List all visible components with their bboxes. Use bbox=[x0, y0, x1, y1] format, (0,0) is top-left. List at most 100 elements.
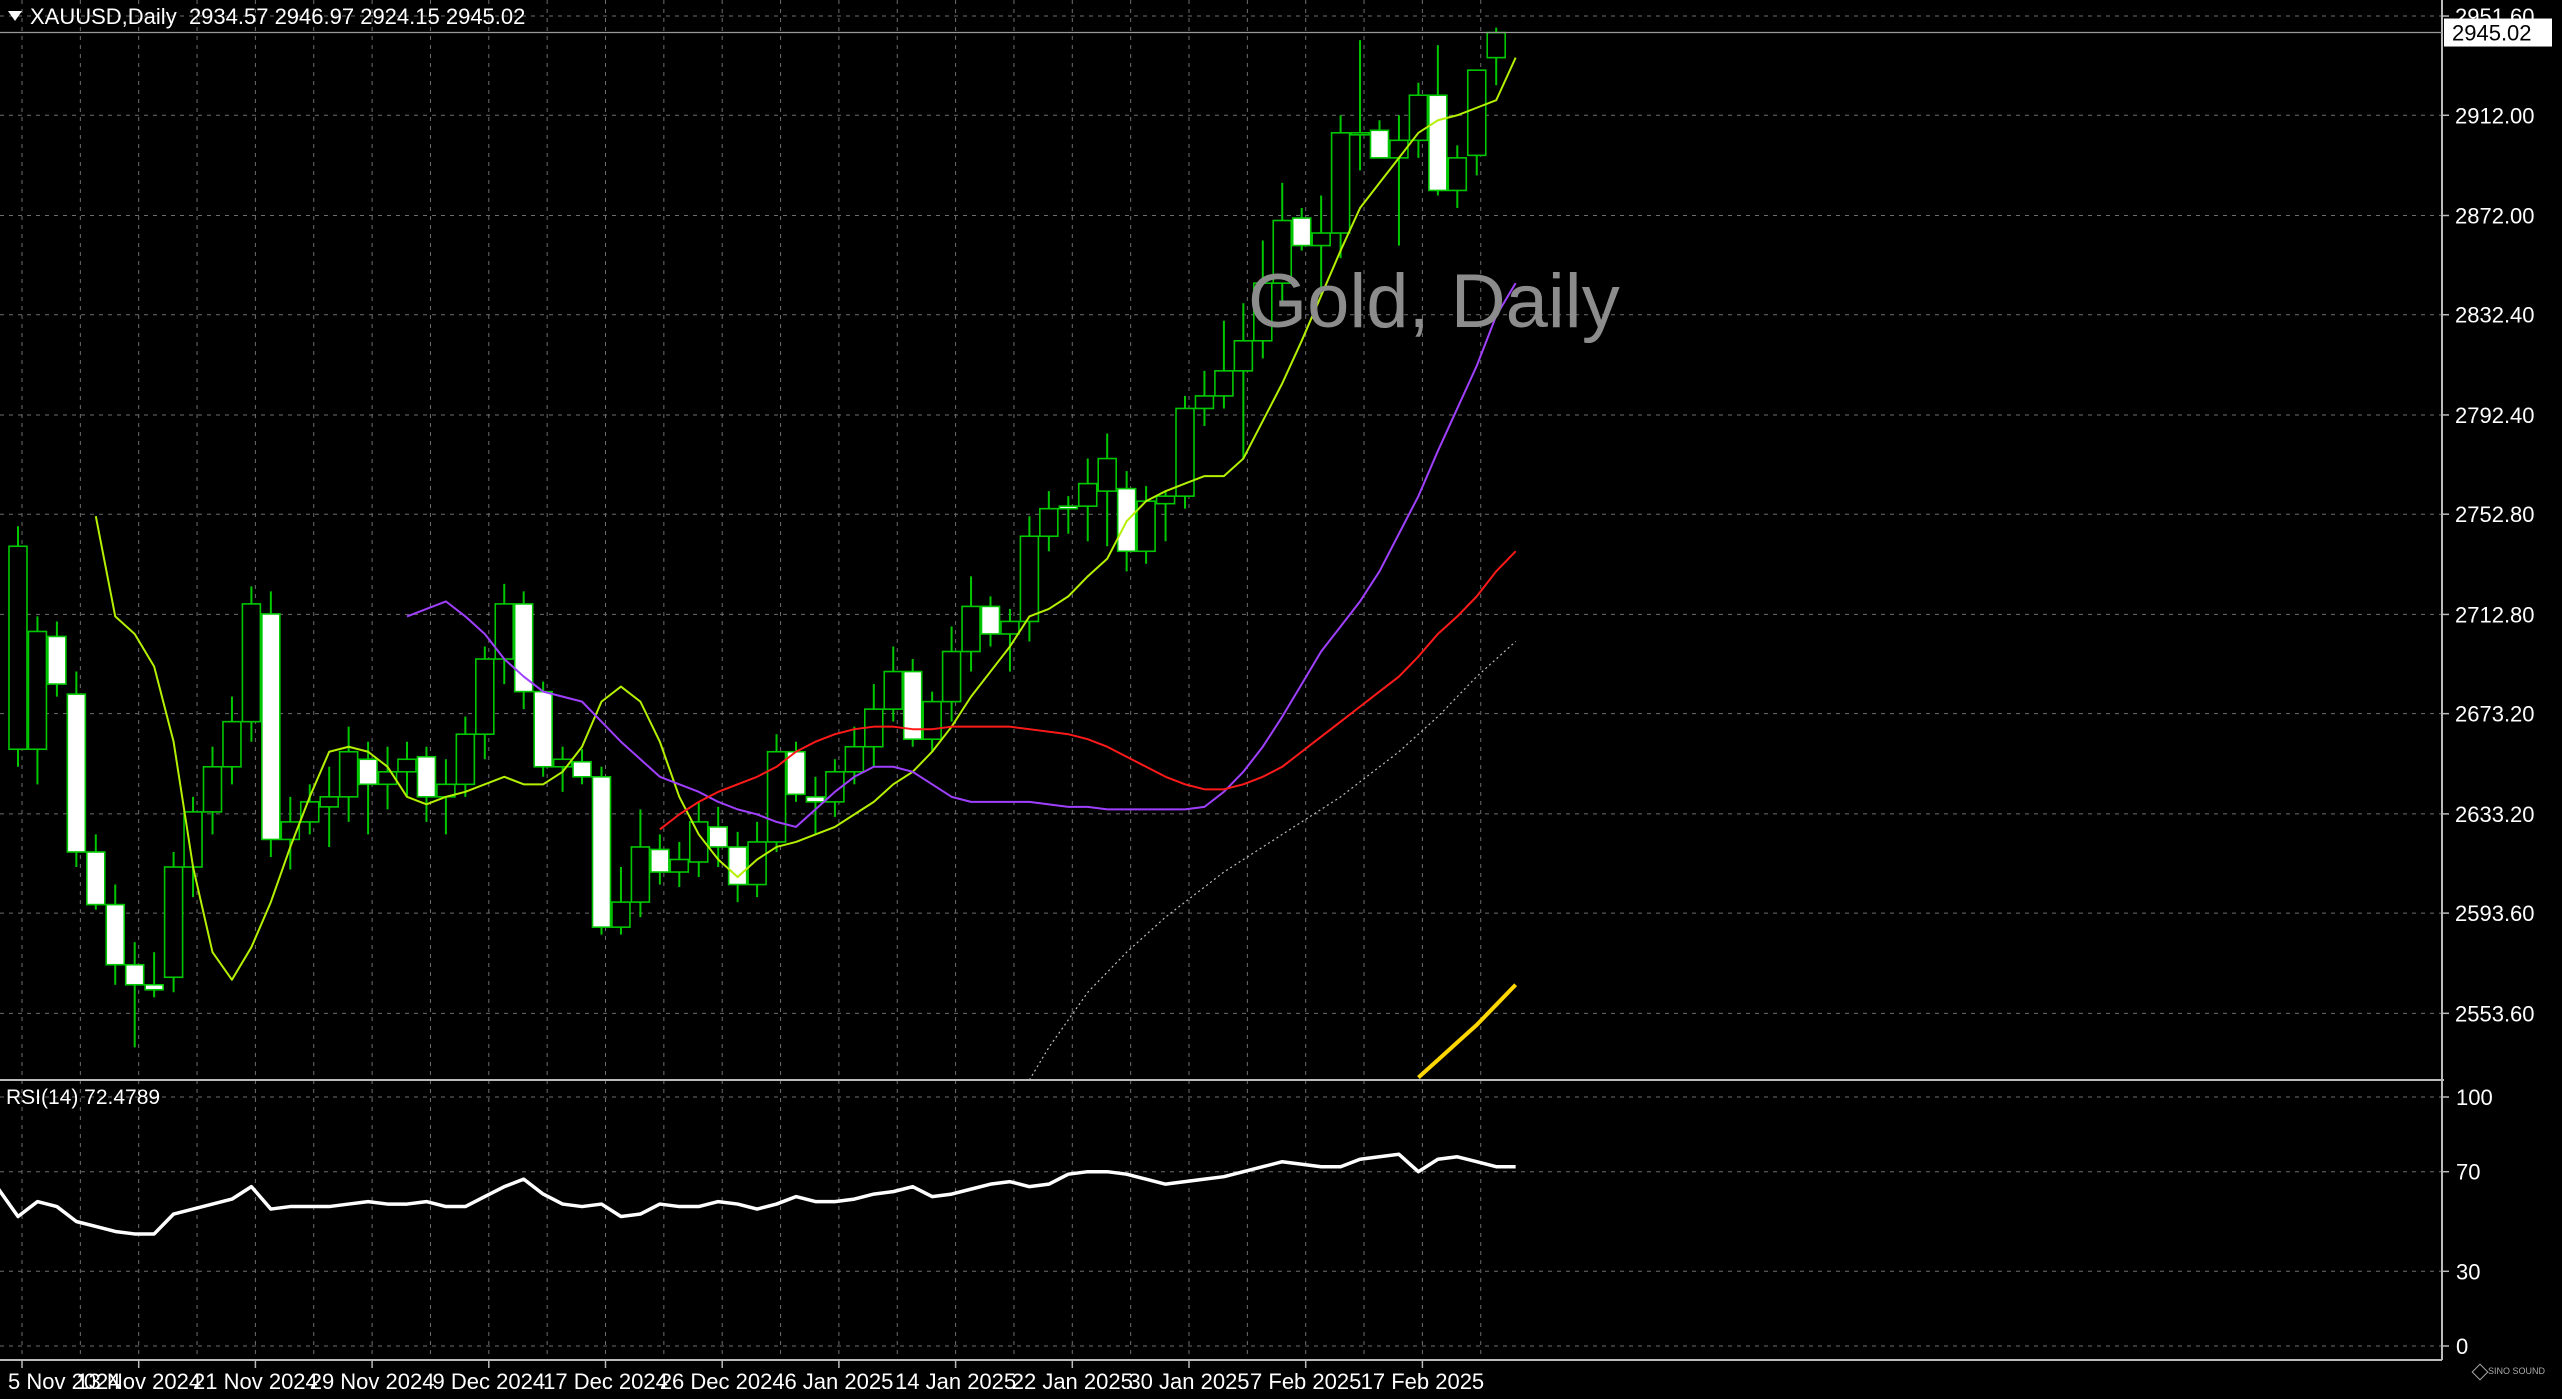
candle-down bbox=[416, 755, 437, 798]
candle-up bbox=[669, 858, 690, 873]
candle-up bbox=[8, 545, 28, 751]
chart-watermark: Gold, Daily bbox=[1248, 259, 1620, 344]
candle-up bbox=[1466, 69, 1487, 157]
time-tick-label: 17 Feb 2025 bbox=[1361, 1369, 1485, 1394]
candle-up bbox=[202, 765, 223, 813]
candle-up bbox=[552, 758, 573, 768]
candle-up bbox=[222, 720, 242, 768]
candle-up bbox=[825, 770, 845, 803]
candle-up bbox=[1330, 132, 1351, 234]
moving-average-ma_dotted bbox=[1028, 641, 1517, 1081]
candle-up bbox=[474, 658, 495, 735]
candle-up bbox=[1214, 370, 1234, 397]
candle-up bbox=[630, 846, 651, 903]
price-tick-label: 2832.40 bbox=[2455, 303, 2535, 328]
candle-up bbox=[1097, 457, 1117, 492]
rsi-line bbox=[0, 1152, 1516, 1236]
candle-up bbox=[397, 758, 417, 773]
time-tick-label: 17 Dec 2024 bbox=[543, 1369, 668, 1394]
last-price-box bbox=[2444, 18, 2552, 47]
price-tick-label: 2912.00 bbox=[2455, 103, 2535, 128]
candle-up bbox=[241, 603, 262, 723]
candle-up bbox=[1447, 157, 1468, 192]
time-tick-label: 26 Dec 2024 bbox=[660, 1369, 785, 1394]
time-tick-label: 13 Nov 2024 bbox=[76, 1369, 201, 1394]
price-tick-label: 2712.80 bbox=[2455, 602, 2535, 627]
candle-down bbox=[47, 635, 67, 685]
price-tick-label: 2633.20 bbox=[2455, 802, 2535, 827]
candle-up bbox=[1272, 219, 1293, 284]
candle-down bbox=[261, 613, 281, 841]
rsi-tick-label: 70 bbox=[2456, 1160, 2480, 1185]
ohlc-readout: 2934.57 2946.97 2924.15 2945.02 bbox=[188, 4, 526, 29]
candle-down bbox=[708, 826, 729, 848]
price-tick-label: 2792.40 bbox=[2455, 403, 2535, 428]
candle-up bbox=[941, 650, 962, 703]
candle-down bbox=[902, 670, 923, 741]
price-tick-label: 2553.60 bbox=[2455, 1001, 2535, 1026]
moving-averages bbox=[94, 57, 1518, 1081]
chart-header[interactable]: XAUUSD,Daily 2934.57 2946.97 2924.15 294… bbox=[8, 4, 525, 30]
moving-average-ma_fast bbox=[94, 57, 1517, 981]
candle-up bbox=[455, 733, 476, 786]
grid bbox=[0, 0, 2442, 1360]
candle-down bbox=[533, 690, 553, 768]
time-tick-label: 5 Nov 2024 bbox=[8, 1369, 121, 1394]
candle-down bbox=[572, 760, 592, 778]
candle-down bbox=[1369, 129, 1390, 159]
candle-down bbox=[805, 796, 826, 803]
time-tick-label: 30 Jan 2025 bbox=[1128, 1369, 1249, 1394]
candle-up bbox=[1350, 132, 1370, 136]
moving-average-ma_mid bbox=[406, 282, 1517, 828]
time-tick-label: 14 Jan 2025 bbox=[895, 1369, 1016, 1394]
candle-down bbox=[86, 851, 106, 906]
candle-up bbox=[1486, 31, 1506, 59]
moving-average-ma_slow bbox=[659, 550, 1517, 831]
candle-up bbox=[1194, 395, 1215, 410]
price-tick-label: 2673.20 bbox=[2455, 702, 2535, 727]
candle-down bbox=[650, 848, 670, 873]
candle-down bbox=[66, 693, 87, 853]
candle-down bbox=[144, 983, 164, 991]
candle-up bbox=[1311, 232, 1331, 247]
candle-up bbox=[766, 750, 787, 843]
candle-up bbox=[1077, 482, 1098, 507]
candle-up bbox=[338, 750, 359, 798]
candle-up bbox=[1233, 339, 1254, 372]
candle-up bbox=[611, 901, 631, 928]
logo-text: SINO SOUND bbox=[2488, 1366, 2546, 1376]
candle-up bbox=[883, 670, 904, 710]
price-tick-label: 2872.00 bbox=[2455, 203, 2535, 228]
time-tick-label: 7 Feb 2025 bbox=[1250, 1369, 1361, 1394]
candle-up bbox=[747, 841, 767, 886]
time-tick-label: 21 Nov 2024 bbox=[193, 1369, 318, 1394]
candle-down bbox=[513, 603, 534, 693]
candle-down bbox=[1428, 94, 1448, 192]
rsi-tick-label: 0 bbox=[2456, 1334, 2468, 1359]
candle-up bbox=[1000, 620, 1020, 635]
time-tick-label: 22 Jan 2025 bbox=[1012, 1369, 1133, 1394]
candle-down bbox=[980, 605, 1001, 635]
candle-down bbox=[105, 903, 126, 966]
candle-up bbox=[961, 605, 981, 653]
rsi-tick-label: 100 bbox=[2456, 1085, 2493, 1110]
last-price-label: 2945.02 bbox=[2452, 21, 2532, 46]
rsi-tick-label: 30 bbox=[2456, 1259, 2480, 1284]
candle-up bbox=[1155, 495, 1176, 505]
candle-up bbox=[688, 821, 709, 863]
time-tick-label: 6 Jan 2025 bbox=[784, 1369, 893, 1394]
candles bbox=[8, 27, 1506, 1048]
candle-down bbox=[358, 758, 378, 786]
candle-up bbox=[922, 700, 942, 741]
candle-down bbox=[124, 963, 145, 986]
candle-up bbox=[319, 796, 340, 808]
candle-up bbox=[1019, 535, 1040, 623]
candle-down bbox=[1058, 505, 1079, 510]
moving-average-ma_long bbox=[1417, 983, 1518, 1079]
rsi-panel bbox=[0, 1152, 1516, 1236]
rsi-title: RSI(14) 72.4789 bbox=[6, 1086, 161, 1109]
candle-up bbox=[1253, 282, 1273, 342]
dropdown-triangle-icon[interactable] bbox=[8, 11, 22, 22]
